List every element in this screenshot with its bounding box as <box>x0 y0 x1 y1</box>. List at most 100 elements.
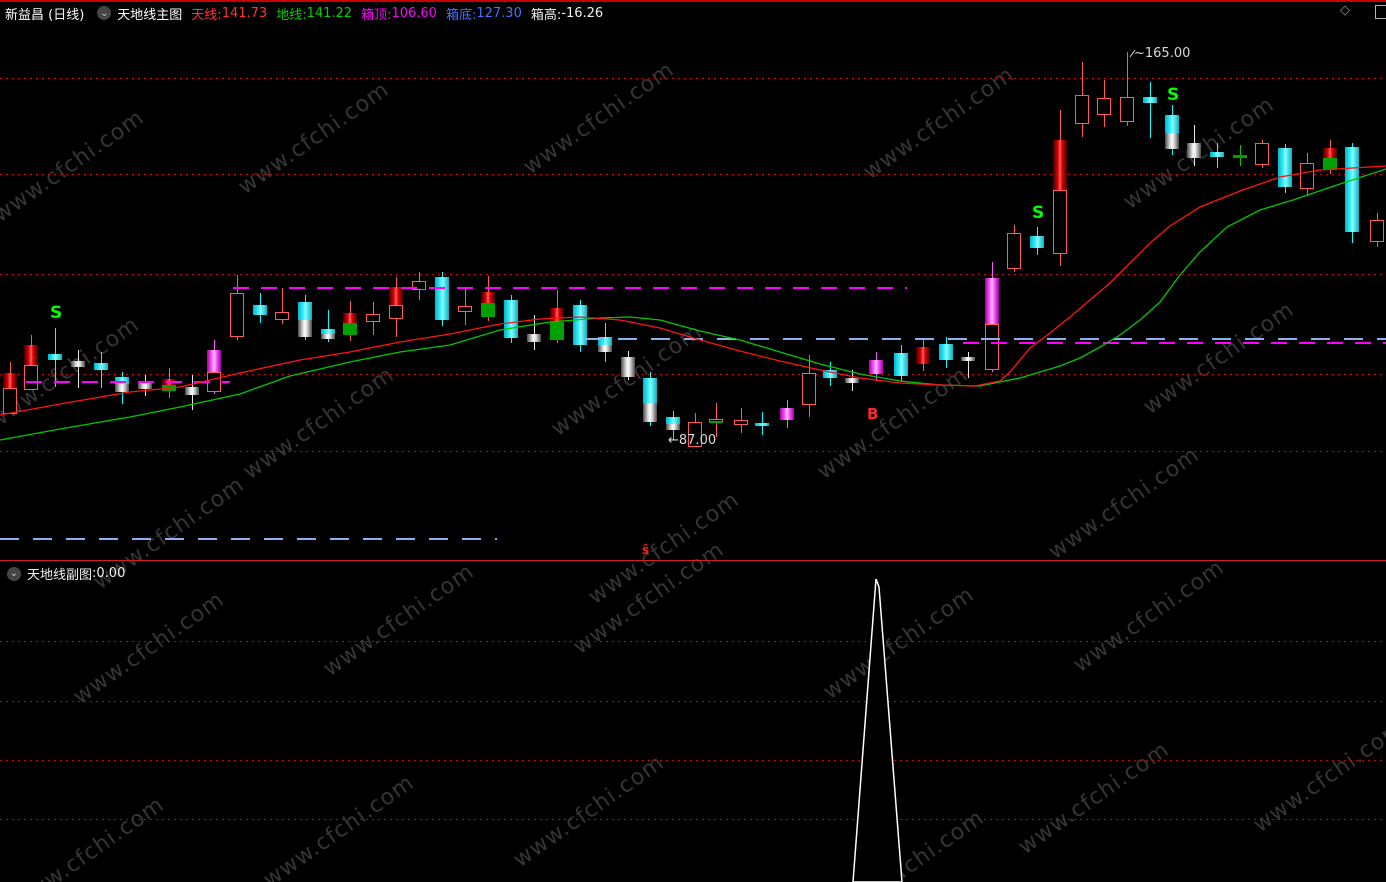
candle-body <box>755 423 769 426</box>
pane-separator <box>0 560 1386 561</box>
field-label-xiangding: 箱顶: <box>361 7 392 23</box>
candle-body <box>1030 236 1044 248</box>
sub-pane-label: ⌄ 天地线副图 : 0.00 <box>3 564 125 583</box>
signal-ŝ: ŝ <box>642 543 650 557</box>
candle-wick <box>534 315 535 350</box>
candle-body <box>802 373 816 405</box>
candle-body <box>71 361 85 367</box>
indicator-name[interactable]: 天地线主图 <box>117 7 183 23</box>
candle-body <box>621 357 635 377</box>
sub-indicator-name[interactable]: 天地线副图 <box>27 568 93 583</box>
collapse-main-icon[interactable]: ⌄ <box>97 6 112 20</box>
signal-s: S <box>1032 203 1045 223</box>
candle-body <box>894 353 908 376</box>
signal-b: B <box>867 405 879 423</box>
candle-body <box>481 303 495 317</box>
gridline <box>0 274 1386 275</box>
gridline <box>0 701 1386 702</box>
candle-body <box>48 354 62 360</box>
candle-body <box>3 388 17 414</box>
field-value-xiangding: 106.60 <box>391 5 437 21</box>
candle-body <box>3 373 17 388</box>
collapse-sub-icon[interactable]: ⌄ <box>7 566 21 581</box>
stock-name: 新益昌 (日线) <box>5 7 85 23</box>
candle-body <box>1075 95 1089 124</box>
window-top-border <box>0 0 1386 2</box>
gridline <box>0 641 1386 642</box>
gridline <box>0 451 1386 452</box>
candle-body <box>115 384 129 392</box>
signal-s: S <box>50 303 63 323</box>
candle-body <box>138 383 152 389</box>
field-label-xiangdi: 箱底: <box>445 7 477 23</box>
candle-body <box>504 300 518 338</box>
candle-body <box>230 293 244 337</box>
candle-body <box>1255 143 1269 165</box>
price-annotation: ←87.00 <box>668 433 717 448</box>
candle-body <box>1345 147 1359 232</box>
candle-body <box>366 314 380 322</box>
field-label-tianxian: 天线: <box>191 7 222 23</box>
candle-body <box>1165 115 1179 133</box>
candle-body <box>1053 190 1067 254</box>
candle-body <box>275 312 289 320</box>
candle-body <box>458 306 472 312</box>
candle-body <box>869 360 883 374</box>
guide-line-magenta <box>26 381 230 383</box>
candle-body <box>298 302 312 320</box>
candle-body <box>823 370 837 378</box>
candle-wick <box>1127 52 1128 126</box>
candle-body <box>185 387 199 395</box>
candle-body <box>207 350 221 372</box>
candle-body <box>666 417 680 424</box>
signal-s: S <box>1167 85 1180 105</box>
candle-body <box>916 347 930 364</box>
candle-body <box>389 305 403 319</box>
candle-body <box>481 292 495 303</box>
candle-body <box>939 344 953 360</box>
field-value-dixian: 141.22 <box>306 5 353 21</box>
candle-wick <box>1150 82 1151 138</box>
diamond-icon[interactable]: ◇ <box>1340 3 1350 18</box>
window-icon[interactable] <box>1375 5 1386 19</box>
candle-body <box>1187 143 1201 158</box>
candle-body <box>598 345 612 352</box>
title-bar: 新益昌 (日线) ⌄ 天地线主图 天线: 141.73 地线: 141.22 箱… <box>0 2 1386 24</box>
guide-line-magenta <box>233 287 907 289</box>
candle-body <box>1300 163 1314 189</box>
candle-body <box>734 420 748 425</box>
candle-body <box>24 365 38 390</box>
candle-body <box>985 324 999 370</box>
gridline <box>0 760 1386 761</box>
guide-line-blue <box>585 338 1386 340</box>
candle-body <box>1143 97 1157 103</box>
candle-body <box>1210 152 1224 157</box>
candle-body <box>550 308 564 322</box>
candle-body <box>527 334 541 342</box>
candle-body <box>961 357 975 361</box>
candle-body <box>1323 158 1337 170</box>
candle-body <box>845 378 859 383</box>
candle-body <box>643 403 657 422</box>
candle-body <box>321 334 335 339</box>
candle-body <box>985 278 999 324</box>
sub-indicator-value: 0.00 <box>96 566 126 581</box>
gridline <box>0 819 1386 820</box>
candle-body <box>550 322 564 340</box>
field-value-xiangdi: 127.30 <box>476 5 522 21</box>
candle-body <box>343 313 357 323</box>
sub-indicator-sep: : <box>92 566 97 581</box>
candle-body <box>1233 155 1247 158</box>
candle-body <box>343 323 357 335</box>
candle-body <box>1120 97 1134 122</box>
candle-body <box>1278 148 1292 187</box>
field-value-tianxian: 141.73 <box>221 5 268 21</box>
candle-body <box>298 320 312 337</box>
candle-body <box>1165 133 1179 149</box>
candle-body <box>24 345 38 365</box>
candle-body <box>94 363 108 370</box>
candle-wick <box>968 352 969 378</box>
candle-body <box>709 421 723 423</box>
candle-body <box>780 408 794 420</box>
